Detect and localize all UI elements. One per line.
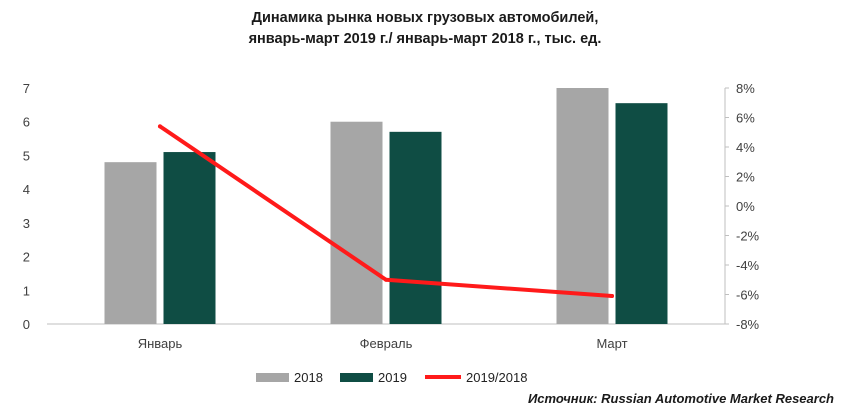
bar-2019-1: [389, 131, 442, 324]
legend-label-0: 2018: [294, 370, 323, 385]
legend-label-1: 2019: [378, 370, 407, 385]
legend-swatch-0: [256, 373, 289, 382]
right-tick-label: -8%: [736, 317, 760, 332]
bar-2019-2: [615, 103, 668, 325]
ratio-point-2: [610, 293, 614, 298]
left-tick-label: 7: [23, 81, 30, 96]
legend-swatch-1: [340, 373, 373, 382]
ratio-line: [158, 124, 614, 298]
right-tick-label: 6%: [736, 111, 755, 126]
bars: [104, 88, 668, 325]
right-tick-label: 8%: [736, 81, 755, 96]
left-tick-label: 2: [23, 250, 30, 265]
bar-2018-1: [330, 121, 383, 324]
bar-2018-0: [104, 162, 157, 324]
category-label: Март: [596, 336, 627, 351]
right-tick-label: -4%: [736, 258, 760, 273]
chart-title-line-2: январь-март 2019 г./ январь-март 2018 г.…: [248, 31, 602, 47]
right-tick-label: -2%: [736, 229, 760, 244]
right-tick-label: 0%: [736, 199, 755, 214]
left-tick-label: 4: [23, 182, 30, 197]
left-tick-label: 3: [23, 216, 30, 231]
category-label: Февраль: [360, 336, 413, 351]
axis-labels: 0 1 2 3 4 5 6 7 -8% -6% -4% -2% 0% 2% 4% 6% 8% Январь Февр…: [23, 81, 760, 351]
ratio-polyline: [158, 124, 614, 298]
source-note: Источник: Russian Automotive Market Rese…: [527, 391, 834, 406]
left-tick-label: 0: [23, 317, 30, 332]
chart-title: Динамика рынка новых грузовых автомобиле…: [0, 8, 850, 50]
legend-label-2: 2019/2018: [466, 370, 527, 385]
right-tick-label: 2%: [736, 170, 755, 185]
chart-title-line-1: Динамика рынка новых грузовых автомобиле…: [251, 10, 599, 26]
left-tick-label: 6: [23, 115, 30, 130]
axes: [47, 87, 729, 325]
category-label: Январь: [138, 336, 183, 351]
left-tick-label: 5: [23, 148, 30, 163]
left-tick-label: 1: [23, 283, 30, 298]
ratio-point-0: [158, 124, 162, 129]
legend: 2018 2019 2019/2018: [256, 370, 527, 385]
bar-2018-2: [556, 88, 609, 324]
ratio-point-1: [384, 277, 388, 282]
bar-2019-0: [163, 152, 216, 324]
right-tick-label: -6%: [736, 288, 760, 303]
right-tick-label: 4%: [736, 140, 755, 155]
